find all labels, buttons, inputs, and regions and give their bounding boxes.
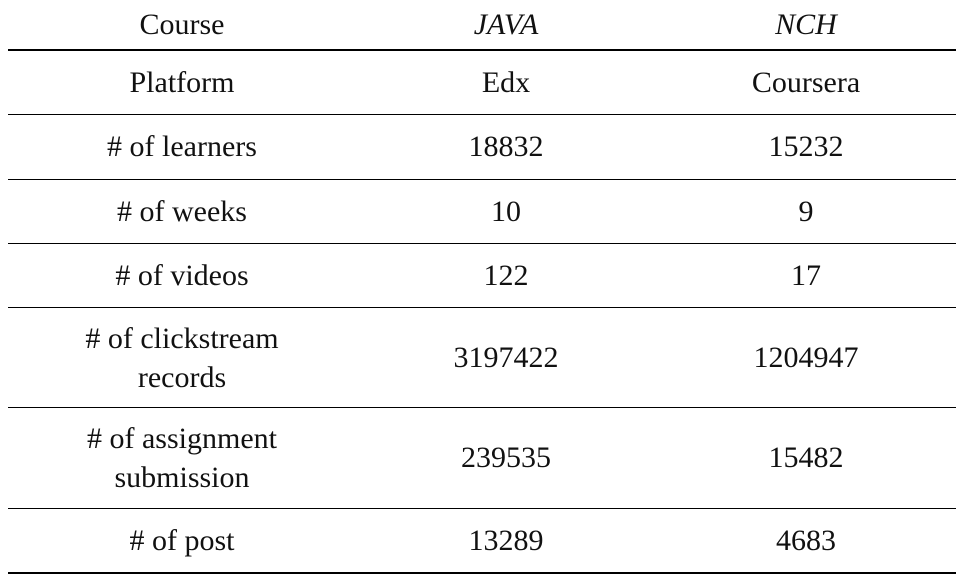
cell-java: 122 [356,243,656,308]
cell-java: 3197422 [356,307,656,408]
header-course-nch: NCH [656,0,956,51]
header-row: Course JAVA NCH [8,0,956,51]
data-table: Course JAVA NCH Platform Edx Coursera # … [8,0,956,574]
row-label: # of assignment submission [8,407,356,509]
table-row: # of assignment submission 239535 15482 [8,407,956,509]
course-statistics-table: Course JAVA NCH Platform Edx Coursera # … [8,0,956,574]
row-label-line: # of clickstream [85,321,279,355]
table-row: Platform Edx Coursera [8,50,956,115]
table-row: # of learners 18832 15232 [8,114,956,180]
row-label-line: # of assignment [87,422,277,455]
cell-java: 10 [356,179,656,244]
cell-nch: 15232 [656,114,956,180]
cell-nch: 15482 [656,407,956,509]
table-row: # of clickstream records 3197422 1204947 [8,307,956,408]
row-label: Platform [8,50,356,115]
cell-java: 13289 [356,508,656,574]
cell-nch: 1204947 [656,307,956,408]
header-course-label: Course [8,0,356,51]
row-label-text: # of assignment submission [87,419,277,497]
row-label-text: # of clickstream records [85,319,278,397]
cell-nch: 4683 [656,508,956,574]
row-label: # of weeks [8,179,356,244]
table-body: Platform Edx Coursera # of learners 1883… [8,50,956,574]
cell-nch: Coursera [656,50,956,115]
row-label: # of learners [8,114,356,180]
row-label: # of videos [8,243,356,308]
row-label: # of clickstream records [8,307,356,408]
row-label: # of post [8,508,356,574]
cell-nch: 9 [656,179,956,244]
cell-java: Edx [356,50,656,115]
row-label-line: records [137,360,227,394]
table-header: Course JAVA NCH [8,0,956,51]
table-row: # of weeks 10 9 [8,179,956,244]
cell-java: 239535 [356,407,656,509]
cell-nch: 17 [656,243,956,308]
table-row: # of post 13289 4683 [8,508,956,574]
header-course-java: JAVA [356,0,656,51]
cell-java: 18832 [356,114,656,180]
row-label-line: submission [114,461,250,494]
table-row: # of videos 122 17 [8,243,956,308]
